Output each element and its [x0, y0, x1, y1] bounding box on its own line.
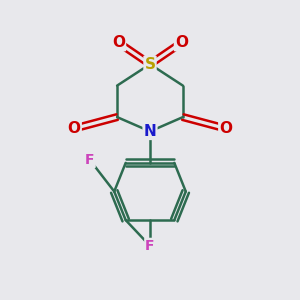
- Text: O: O: [68, 121, 81, 136]
- Text: O: O: [175, 35, 188, 50]
- Text: O: O: [112, 35, 125, 50]
- Text: F: F: [85, 153, 95, 167]
- Text: N: N: [144, 124, 156, 139]
- Text: S: S: [145, 57, 155, 72]
- Text: O: O: [219, 121, 232, 136]
- Text: F: F: [145, 239, 155, 253]
